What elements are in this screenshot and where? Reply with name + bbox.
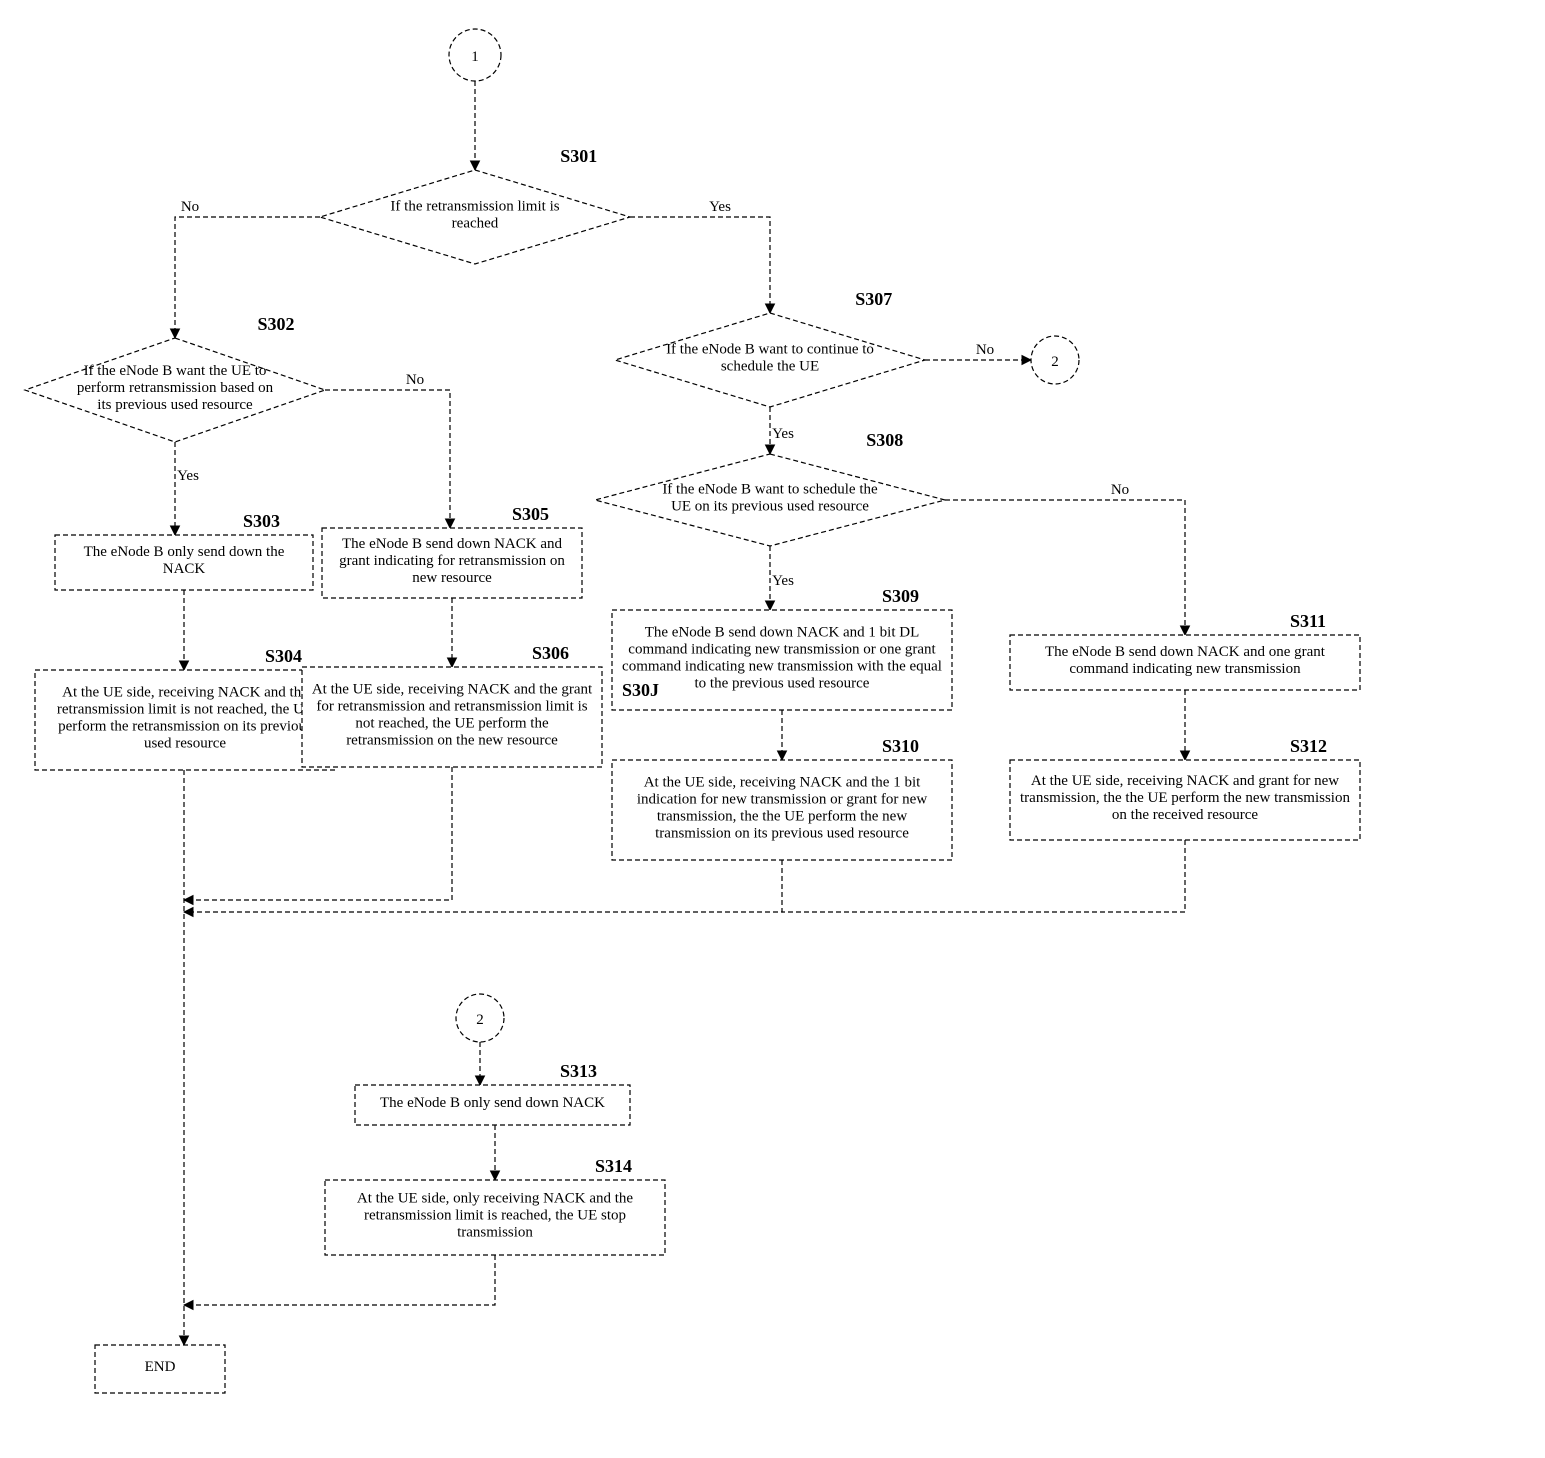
svg-text:S308: S308 [866,430,903,450]
edge-label: Yes [772,426,794,442]
edge-label: No [976,342,994,358]
flow-edge [184,860,782,912]
svg-text:S305: S305 [512,504,549,524]
svg-text:END: END [145,1359,176,1375]
svg-text:S307: S307 [855,289,892,309]
flow-edge [184,767,452,900]
edge-label: Yes [177,468,199,484]
flow-edge [184,1255,495,1305]
svg-text:S314: S314 [595,1156,632,1176]
svg-text:S313: S313 [560,1061,597,1081]
svg-text:The eNode B send down NACK and: The eNode B send down NACK and one grant… [1045,644,1326,677]
flow-edge [175,217,320,338]
edge-label: No [406,372,424,388]
edge-label: Yes [709,199,731,215]
svg-text:1: 1 [471,49,479,65]
svg-text:S312: S312 [1290,736,1327,756]
svg-text:S311: S311 [1290,611,1326,631]
svg-text:2: 2 [476,1012,484,1028]
svg-text:If the eNode B want the UE top: If the eNode B want the UE toperform ret… [77,363,274,413]
svg-text:S309: S309 [882,586,919,606]
svg-text:S304: S304 [265,646,302,666]
svg-text:The eNode B only send down NAC: The eNode B only send down NACK [380,1095,605,1111]
svg-text:2: 2 [1051,354,1059,370]
svg-text:S303: S303 [243,511,280,531]
svg-text:At the UE side, receiving NACK: At the UE side, receiving NACK and the 1… [637,775,928,842]
svg-text:S30J: S30J [622,680,659,700]
flow-edge [630,217,770,313]
flow-edge [325,390,450,528]
flow-edge [945,500,1185,635]
edge-label: Yes [772,573,794,589]
edge-label: No [181,199,199,215]
svg-text:S302: S302 [258,314,295,334]
edge-label: No [1111,482,1129,498]
svg-text:S301: S301 [560,146,597,166]
svg-text:If the eNode B want to schedul: If the eNode B want to schedule theUE on… [662,482,878,515]
svg-text:S306: S306 [532,643,569,663]
svg-text:S310: S310 [882,736,919,756]
